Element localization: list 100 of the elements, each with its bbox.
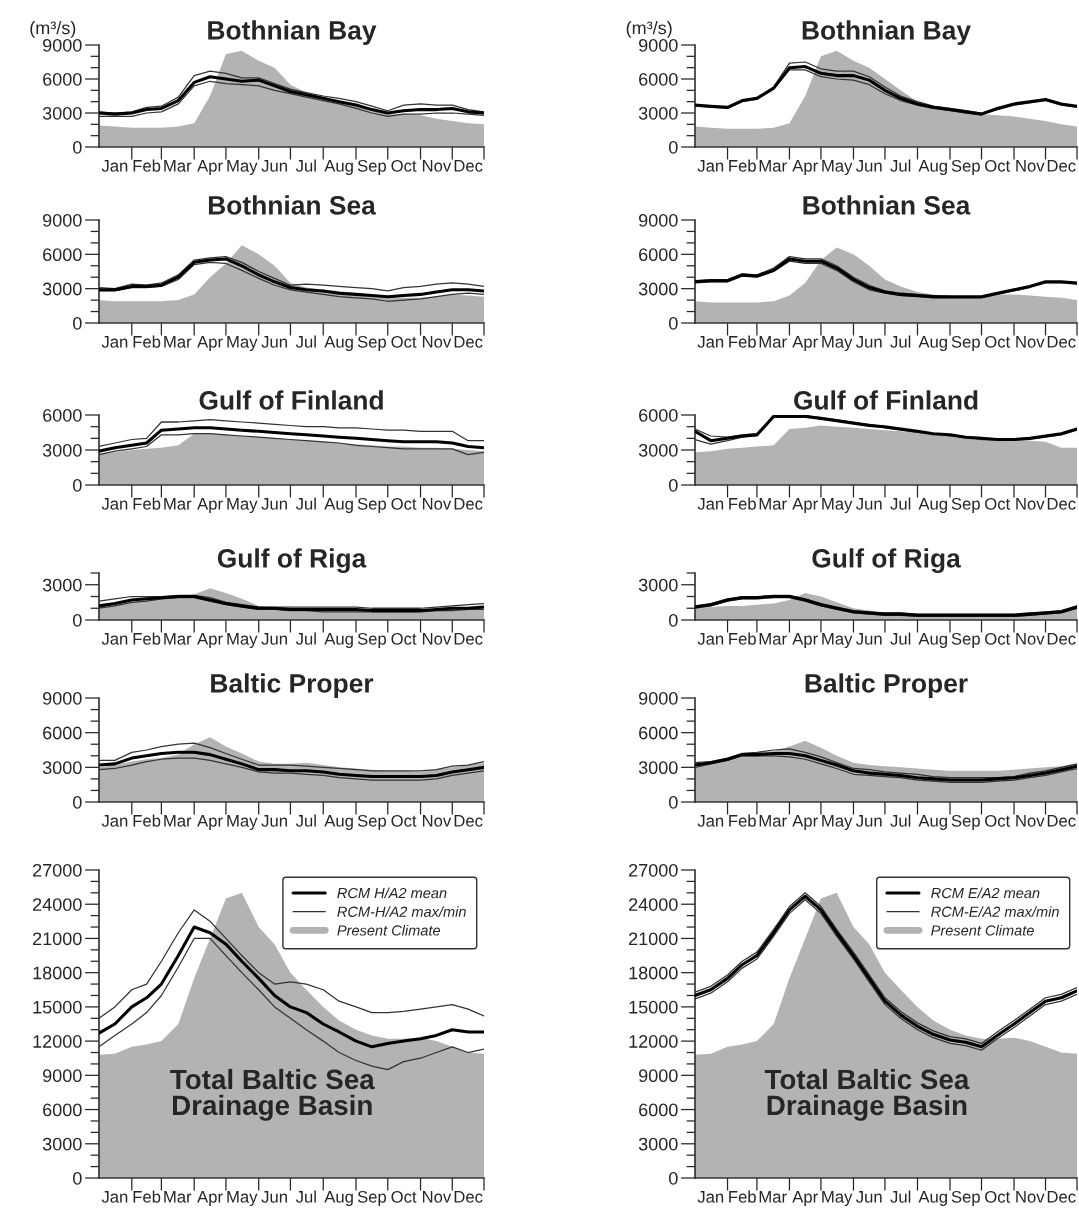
legend-label: Present Climate bbox=[931, 924, 1034, 936]
x-tick-label: Jul bbox=[295, 159, 316, 172]
y-tick-label: 0 bbox=[669, 795, 678, 809]
x-tick-label: Jun bbox=[261, 336, 287, 348]
x-tick-label: Feb bbox=[133, 1190, 161, 1203]
x-tick-label: Dec bbox=[1047, 815, 1076, 827]
y-tick-label: 3000 bbox=[638, 282, 678, 296]
chart-title: Bothnian Sea bbox=[803, 195, 971, 215]
x-tick-label: Feb bbox=[729, 335, 756, 348]
x-tick-label: Jan bbox=[697, 160, 724, 172]
x-tick-label: Dec bbox=[454, 815, 483, 827]
x-tick-label: Jul bbox=[295, 497, 316, 510]
x-tick-label: Oct bbox=[985, 159, 1011, 172]
x-tick-label: Aug bbox=[918, 498, 947, 514]
x-tick-label: May bbox=[227, 498, 258, 514]
x-tick-label: Oct bbox=[985, 335, 1011, 348]
x-tick-label: Oct bbox=[391, 1190, 417, 1203]
y-tick-label: 24000 bbox=[33, 898, 82, 911]
x-tick-label: Sep bbox=[357, 814, 387, 831]
x-tick-label: Dec bbox=[454, 1191, 483, 1203]
x-tick-label: Feb bbox=[729, 497, 756, 510]
legend-label: RCM-H/A2 max/min bbox=[337, 906, 466, 917]
y-tick-label: 6000 bbox=[43, 248, 82, 262]
x-tick-label: Feb bbox=[729, 1190, 756, 1203]
x-tick-label: Jun bbox=[856, 633, 882, 645]
y-tick-label: 6000 bbox=[43, 726, 82, 740]
y-tick-label: 27000 bbox=[629, 863, 678, 877]
y-tick-label: 9000 bbox=[639, 213, 678, 227]
x-tick-label: Dec bbox=[1047, 336, 1076, 348]
y-tick-label: 0 bbox=[73, 140, 82, 154]
x-tick-label: Jul bbox=[890, 335, 911, 348]
legend-label: RCM E/A2 mean bbox=[931, 887, 1040, 899]
x-tick-label: Dec bbox=[1047, 633, 1076, 645]
y-tick-label: 9000 bbox=[43, 213, 82, 227]
x-tick-label: Jan bbox=[101, 633, 128, 645]
x-tick-label: Nov bbox=[422, 633, 452, 645]
x-tick-label: Apr bbox=[197, 815, 223, 831]
annotation: Total Baltic Sea Drainage Basin bbox=[764, 1068, 970, 1121]
x-tick-label: Sep bbox=[951, 497, 980, 514]
x-tick-label: Jun bbox=[261, 633, 287, 645]
x-tick-label: Jan bbox=[101, 815, 128, 827]
y-tick-label: 0 bbox=[669, 316, 678, 330]
y-tick-label: 6000 bbox=[43, 1103, 82, 1117]
x-tick-label: Aug bbox=[324, 815, 353, 831]
x-tick-label: Mar bbox=[759, 336, 787, 348]
x-tick-label: Jan bbox=[697, 1191, 724, 1203]
x-tick-label: Jan bbox=[101, 1191, 128, 1203]
x-tick-label: Feb bbox=[729, 632, 756, 645]
y-tick-label: 0 bbox=[73, 795, 82, 809]
x-tick-label: Feb bbox=[133, 814, 161, 827]
x-tick-label: Jun bbox=[856, 498, 882, 510]
y-tick-label: 6000 bbox=[639, 1103, 678, 1117]
x-tick-label: Feb bbox=[729, 159, 756, 172]
y-tick-label: 3000 bbox=[42, 761, 82, 775]
chart-title: Baltic Proper bbox=[805, 673, 968, 698]
x-tick-label: Jul bbox=[295, 814, 316, 827]
x-tick-label: Apr bbox=[792, 160, 818, 176]
x-tick-label: Jan bbox=[697, 336, 724, 348]
x-tick-label: Mar bbox=[164, 498, 192, 510]
x-tick-label: Oct bbox=[985, 497, 1011, 510]
x-tick-label: Jul bbox=[890, 497, 911, 510]
y-tick-label: 0 bbox=[73, 478, 82, 492]
x-tick-label: Mar bbox=[759, 815, 787, 827]
y-tick-label: 3000 bbox=[42, 443, 82, 457]
y-tick-label: 0 bbox=[669, 478, 678, 492]
x-tick-label: Nov bbox=[422, 336, 452, 348]
x-tick-label: Dec bbox=[454, 336, 483, 348]
chart-title: Gulf of Riga bbox=[217, 548, 367, 573]
x-tick-label: Feb bbox=[133, 632, 161, 645]
chart-title: Gulf of Riga bbox=[812, 548, 961, 573]
chart-title: Bothnian Bay bbox=[802, 20, 971, 45]
y-tick-label: 9000 bbox=[43, 1069, 82, 1083]
x-tick-label: Feb bbox=[133, 159, 161, 172]
x-tick-label: Apr bbox=[197, 336, 223, 352]
x-tick-label: Apr bbox=[792, 336, 818, 352]
chart-title: Gulf of Finland bbox=[199, 390, 383, 410]
x-tick-label: Oct bbox=[985, 1190, 1011, 1203]
y-tick-label: 3000 bbox=[42, 578, 82, 592]
x-tick-label: Dec bbox=[1047, 1191, 1076, 1203]
y-tick-label: 3000 bbox=[638, 761, 678, 775]
y-tick-label: 21000 bbox=[33, 932, 82, 946]
x-tick-label: Sep bbox=[357, 632, 387, 649]
y-tick-label: 18000 bbox=[629, 966, 678, 980]
x-tick-label: Jul bbox=[890, 632, 911, 645]
x-tick-label: Apr bbox=[197, 498, 223, 514]
y-tick-label: 15000 bbox=[629, 1000, 678, 1014]
x-tick-label: May bbox=[227, 336, 258, 352]
y-tick-label: 0 bbox=[669, 140, 678, 154]
x-tick-label: May bbox=[822, 160, 853, 176]
x-tick-label: Oct bbox=[391, 159, 417, 172]
y-tick-label: 18000 bbox=[33, 966, 82, 980]
x-tick-label: Jul bbox=[890, 1190, 911, 1203]
x-tick-label: Dec bbox=[1047, 160, 1076, 172]
x-tick-label: Nov bbox=[1016, 1191, 1045, 1203]
x-tick-label: Mar bbox=[759, 498, 787, 510]
y-tick-label: 0 bbox=[73, 1171, 82, 1185]
x-tick-label: Jan bbox=[697, 498, 724, 510]
y-tick-label: 3000 bbox=[42, 1137, 82, 1151]
x-tick-label: Jul bbox=[295, 1190, 316, 1203]
x-tick-label: Jun bbox=[856, 815, 882, 827]
